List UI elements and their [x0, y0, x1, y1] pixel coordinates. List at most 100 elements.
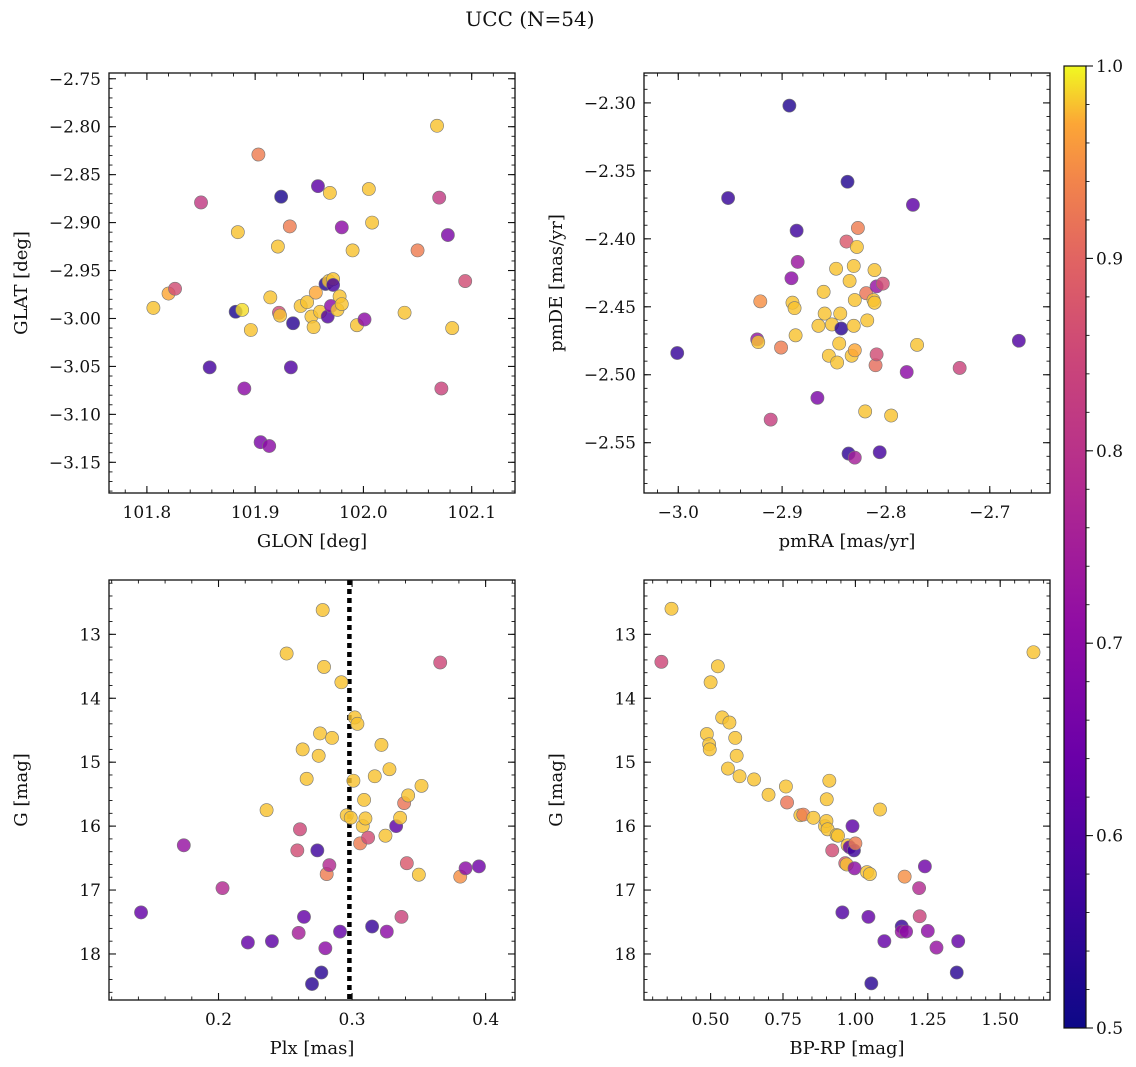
scatter-point	[399, 856, 414, 871]
colorbar-tick-label: 0.5	[1096, 1019, 1123, 1039]
scatter-point	[847, 861, 862, 876]
scatter-point	[345, 243, 360, 258]
scatter-point	[732, 769, 747, 784]
x-tick-label: −3.0	[658, 503, 699, 523]
scatter-point	[728, 730, 743, 745]
y-tick-label: −2.30	[584, 94, 636, 114]
x-tick-label: 1.25	[909, 1010, 947, 1030]
panel-pmra-pmde: −3.0 −2.9 −2.8 −2.7 −2.55 −2.50 −2.45 −2.40 −2.3…	[546, 72, 1051, 552]
scatter-point	[346, 773, 361, 788]
scatter-point	[382, 762, 397, 777]
scatter-point	[832, 336, 847, 351]
scatter-point	[920, 924, 935, 938]
scatter-point	[357, 793, 371, 807]
scatter-point	[951, 934, 966, 949]
scatter-point	[279, 646, 294, 661]
y-tick-label: −2.35	[584, 162, 636, 182]
scatter-point	[670, 346, 685, 360]
scatter-point	[917, 859, 932, 874]
scatter-point	[1026, 645, 1041, 660]
y-tick-label: −2.50	[584, 366, 636, 386]
scatter-point	[361, 182, 376, 196]
scatter-point	[293, 822, 307, 837]
scatter-point	[317, 660, 331, 674]
scatter-point	[334, 675, 349, 690]
scatter-point	[747, 772, 761, 787]
scatter-point	[295, 742, 310, 757]
x-axis-label: GLON [deg]	[257, 531, 367, 552]
scatter-point	[334, 297, 349, 311]
scatter-point	[952, 361, 967, 375]
scatter-point	[291, 925, 306, 940]
scatter-point	[789, 223, 804, 238]
scatter-point	[322, 185, 337, 200]
scatter-point	[472, 859, 486, 874]
scatter-point	[265, 934, 279, 949]
scatter-point	[897, 869, 912, 884]
scatter-point	[929, 940, 944, 955]
y-tick-label: 16	[614, 817, 636, 837]
scatter-point	[710, 659, 725, 674]
panel-glon-glat: 101.8 101.9 102.0 102.1 −3.15 −3.10 −3.05 −3.00…	[11, 70, 516, 552]
scatter-point	[806, 810, 821, 825]
scatter-point	[168, 281, 182, 296]
scatter-point	[334, 220, 349, 235]
scatter-point	[315, 603, 330, 617]
x-tick-label: 0.2	[205, 1010, 232, 1030]
y-tick-label: 15	[614, 753, 636, 773]
scatter-point	[912, 881, 927, 896]
scatter-point	[788, 328, 803, 343]
x-tick-label: 0.3	[339, 1010, 366, 1030]
scatter-point	[860, 313, 875, 328]
y-tick-label: 13	[79, 625, 101, 645]
scatter-point	[846, 318, 861, 333]
axes-frame	[108, 72, 516, 494]
scatter-point	[910, 337, 924, 352]
y-tick-label: −2.85	[49, 166, 101, 186]
scatter-point	[753, 294, 768, 309]
scatter-point	[811, 318, 826, 333]
scatter-point	[458, 861, 473, 876]
x-axis-label: Plx [mas]	[270, 1038, 355, 1059]
scatter-point	[787, 301, 802, 316]
scatter-point	[873, 802, 887, 817]
scatter-point	[440, 228, 455, 242]
colorbar: 0.5 0.6 0.7 0.8 0.9 1.0	[1063, 57, 1123, 1039]
x-tick-label: −2.9	[761, 503, 802, 523]
scatter-point	[899, 365, 914, 379]
y-axis-label: G [mag]	[11, 753, 32, 826]
scatter-point	[274, 189, 289, 204]
scatter-point	[702, 742, 717, 757]
y-tick-label: 17	[614, 881, 636, 901]
scatter-point	[654, 654, 669, 669]
panel-plx-g: 0.2 0.3 0.4 13 14 15 16 17 18 Plx [mas] G [mag]	[11, 579, 516, 1059]
scatter-point	[308, 285, 323, 300]
y-tick-label: −3.15	[49, 453, 101, 473]
scatter-point	[830, 355, 845, 370]
scatter-point	[458, 274, 473, 288]
scatter-point	[864, 976, 879, 991]
y-tick-label: 18	[79, 945, 101, 965]
scatter-point	[240, 935, 255, 950]
scatter-point	[357, 312, 372, 327]
figure-title: UCC (N=54)	[465, 7, 594, 31]
y-tick-label: 14	[79, 689, 101, 709]
scatter-point	[394, 909, 409, 924]
scatter-point	[848, 836, 863, 851]
y-tick-label: 14	[614, 689, 636, 709]
x-tick-label: −2.8	[865, 503, 906, 523]
y-tick-label: 18	[614, 945, 636, 965]
scatter-point	[365, 215, 379, 230]
scatter-point	[310, 843, 325, 858]
scatter-point	[722, 715, 737, 730]
scatter-point	[729, 748, 744, 763]
y-axis-label: G [mag]	[546, 753, 567, 826]
scatter-point	[432, 190, 447, 205]
scatter-point	[842, 274, 857, 288]
scatter-point	[282, 219, 297, 234]
scatter-point	[877, 934, 892, 949]
scatter-point	[833, 306, 848, 321]
scatter-point	[831, 828, 845, 843]
scatter-point	[858, 404, 873, 419]
scatter-point	[358, 811, 373, 826]
